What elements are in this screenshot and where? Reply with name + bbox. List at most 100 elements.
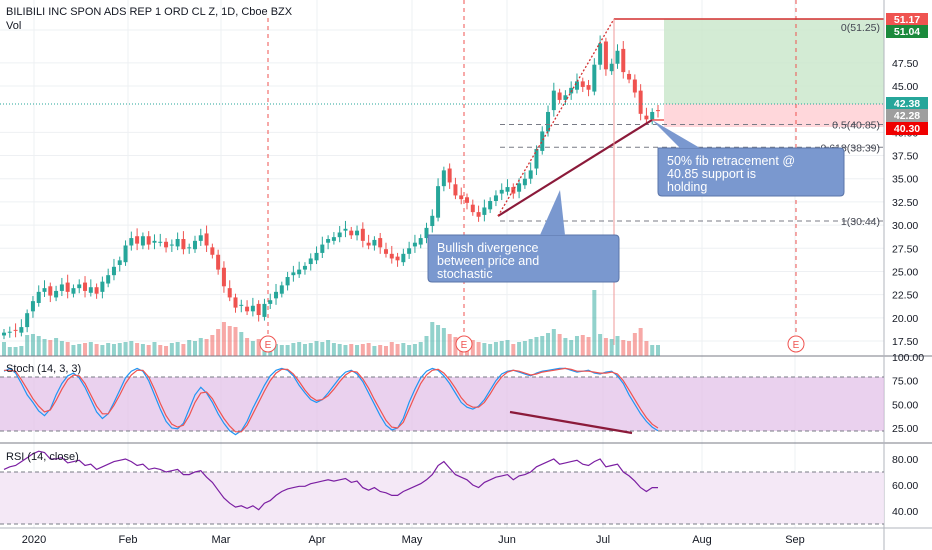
rsi-title: RSI (14, close) [6, 451, 79, 463]
callout-divergence [427, 234, 620, 283]
candle [135, 228, 140, 251]
volume-bar [175, 342, 180, 356]
candle [360, 222, 365, 248]
candle [274, 283, 279, 305]
price-tag-label: 42.28 [894, 110, 920, 122]
candle [563, 90, 568, 106]
annotation-divergence-3: stochastic [437, 267, 493, 281]
x-tick-label: Feb [119, 534, 138, 546]
volume-bar [285, 345, 290, 356]
volume-bar [111, 344, 116, 356]
volume-bar [94, 344, 99, 356]
candle [482, 199, 487, 222]
candle [262, 298, 267, 321]
support-trendline [497, 119, 653, 217]
candle [586, 79, 591, 97]
volume-bar [650, 345, 655, 356]
candle [268, 293, 273, 310]
candle [158, 233, 163, 247]
stoch-tick-label: 50.00 [892, 399, 918, 411]
volume-bar [326, 340, 331, 356]
price-tag [886, 25, 928, 38]
stoch-tick-label: 100.00 [892, 352, 924, 364]
fib-label: 0(51.25) [841, 22, 880, 34]
earnings-marker[interactable]: E [787, 335, 805, 353]
price-tag [886, 13, 928, 26]
earnings-marker[interactable]: E [259, 335, 277, 353]
candle [546, 105, 551, 137]
volume-bar [13, 347, 18, 356]
target-zone [664, 19, 884, 104]
candle [615, 44, 620, 69]
candle [436, 178, 441, 222]
candle [297, 261, 302, 278]
volume-bar [615, 336, 620, 356]
volume-label: Vol [6, 20, 21, 32]
candle [152, 234, 157, 250]
callout-fib [657, 147, 845, 197]
volume-bar [505, 340, 510, 356]
candle [372, 236, 377, 251]
x-tick-label: Apr [308, 534, 325, 546]
candle [13, 323, 18, 338]
candle [192, 235, 197, 253]
volume-bars [2, 290, 660, 356]
candle [638, 84, 643, 121]
volume-bar [48, 340, 53, 356]
volume-bar [638, 328, 643, 356]
earnings-marker[interactable]: E [455, 335, 473, 353]
candle [285, 271, 290, 291]
candle [430, 209, 435, 233]
volume-bar [389, 342, 394, 356]
volume-bar [216, 329, 221, 356]
price-tag-label: 51.04 [894, 26, 920, 38]
candle [412, 234, 417, 253]
volume-bar [2, 342, 6, 356]
annotation-fib-1: 50% fib retracement @ [667, 154, 795, 168]
volume-bar [656, 345, 660, 356]
stoch-series-line [4, 367, 659, 433]
volume-bar [488, 344, 493, 356]
y-tick-label: 22.50 [892, 290, 918, 302]
stoch-tick-label: 75.00 [892, 376, 918, 388]
rsi-tick-label: 40.00 [892, 506, 918, 518]
volume-bar [592, 290, 597, 356]
candle [389, 245, 394, 264]
candle [470, 199, 475, 216]
earnings-marker-label: E [461, 340, 468, 351]
volume-bar [19, 346, 24, 356]
candle [100, 276, 105, 299]
candle [314, 246, 319, 265]
volume-bar [7, 347, 12, 356]
volume-bar [221, 322, 226, 356]
candle [656, 105, 660, 118]
candle [603, 37, 608, 76]
candle [499, 183, 504, 201]
volume-bar [146, 345, 151, 356]
rsi-line [3, 450, 658, 511]
candle [221, 261, 226, 293]
candle [169, 239, 174, 252]
candle [632, 74, 637, 98]
volume-bar [71, 345, 76, 356]
volume-bar [198, 338, 203, 356]
volume-bar [511, 344, 516, 356]
volume-bar [77, 344, 82, 356]
fib-label: 1(30.44) [841, 216, 880, 228]
candle [245, 300, 250, 316]
candle [216, 249, 221, 275]
y-tick-label: 17.50 [892, 336, 918, 348]
candle [279, 281, 284, 298]
candle [204, 225, 209, 252]
volume-bar [274, 344, 279, 356]
candle [250, 297, 255, 317]
volume-bar [355, 345, 360, 356]
y-tick-label: 35.00 [892, 174, 918, 186]
volume-bar [65, 342, 70, 356]
candle [181, 231, 186, 255]
annotation-fib-3: holding [667, 180, 707, 194]
x-tick-label: Aug [692, 534, 712, 546]
candle [129, 231, 134, 251]
candle [343, 220, 348, 238]
